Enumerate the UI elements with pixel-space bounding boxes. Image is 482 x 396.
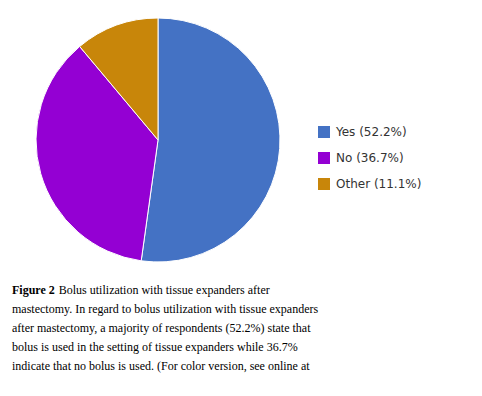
caption-bold: Figure 2 bbox=[12, 283, 55, 297]
legend-swatch bbox=[318, 178, 330, 190]
legend-swatch bbox=[318, 126, 330, 138]
legend-label: Other (11.1%) bbox=[336, 177, 421, 191]
legend-item: No (36.7%) bbox=[318, 151, 404, 165]
legend: Yes (52.2%) No (36.7%) Other (11.1%) bbox=[318, 125, 421, 191]
caption-line: Bolus utilization with tissue expanders … bbox=[59, 283, 270, 297]
pie bbox=[36, 18, 280, 262]
legend-label: No (36.7%) bbox=[336, 151, 404, 165]
legend-item: Yes (52.2%) bbox=[318, 125, 407, 139]
chart: Yes (52.2%) No (36.7%) Other (11.1%) Figure… bbox=[0, 0, 482, 396]
pie-slice bbox=[141, 18, 280, 262]
legend-label: Yes (52.2%) bbox=[335, 125, 407, 139]
caption: Figure 2 Bolus utilization with tissue ex… bbox=[12, 283, 318, 373]
caption-line: indicate that no bolus is used. (For col… bbox=[12, 359, 310, 373]
caption-line: after mastectomy, a majority of responde… bbox=[12, 321, 311, 335]
pie-slice bbox=[80, 18, 158, 140]
legend-item: Other (11.1%) bbox=[318, 177, 421, 191]
caption-line: mastectomy. In regard to bolus utilizati… bbox=[12, 302, 318, 316]
caption-line: bolus is used in the setting of tissue e… bbox=[12, 340, 298, 354]
legend-swatch bbox=[318, 152, 330, 164]
